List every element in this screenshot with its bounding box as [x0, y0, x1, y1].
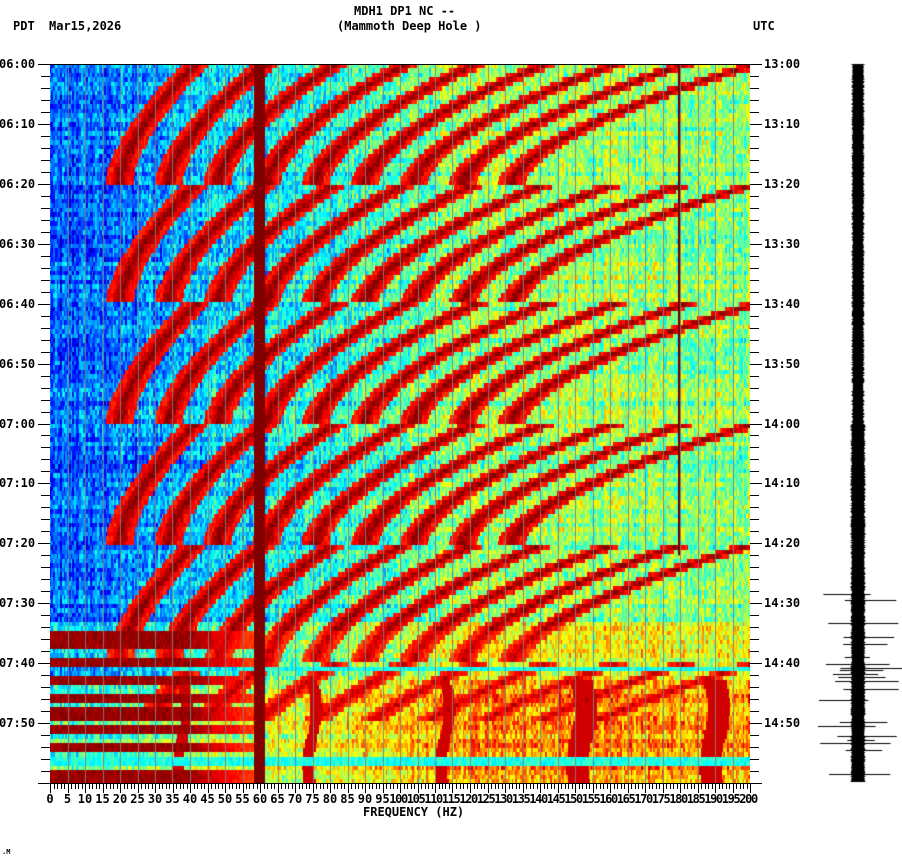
x-tick-label: 200 [739, 792, 758, 806]
x-tick-label: 75 [305, 792, 320, 806]
x-tick-label: 105 [406, 792, 426, 806]
x-tick-label: 5 [63, 792, 72, 806]
left-timezone-label: PDT [13, 19, 35, 33]
station-name: (Mammoth Deep Hole ) [337, 19, 482, 33]
x-tick-label: 70 [287, 792, 303, 806]
x-tick-label: 80 [322, 792, 338, 806]
x-axis-title: FREQUENCY (HZ) [363, 805, 465, 819]
x-tick-label: 10 [77, 792, 93, 806]
x-tick-label: 110 [424, 792, 443, 806]
x-tick-label: 160 [599, 792, 618, 806]
y-tick-label-right: 14:10 [764, 476, 801, 491]
corner-mark: .M [2, 848, 11, 856]
x-tick-label: 95 [375, 792, 390, 806]
x-tick-label: 55 [235, 792, 250, 806]
y-tick-label-right: 14:50 [764, 716, 801, 731]
y-tick-label-left: 07:10 [0, 476, 36, 491]
y-tick-label-left: 06:30 [0, 236, 36, 251]
x-tick-label: 145 [546, 792, 566, 806]
y-tick-label-right: 13:40 [764, 296, 801, 311]
x-tick-label: 65 [270, 792, 285, 806]
y-tick-label-left: 06:00 [0, 57, 36, 71]
x-tick-label: 60 [252, 792, 268, 806]
x-tick-label: 25 [130, 792, 145, 806]
x-tick-label: 190 [704, 792, 723, 806]
x-tick-label: 155 [581, 792, 601, 806]
right-timezone-label: UTC [753, 19, 775, 33]
seismogram-trace [810, 60, 902, 790]
y-tick-label-left: 06:20 [0, 176, 36, 191]
x-tick-label: 170 [634, 792, 653, 806]
y-tick-label-right: 13:10 [764, 116, 801, 131]
x-tick-label: 185 [686, 792, 706, 806]
spectrogram-heatmap [50, 64, 750, 783]
y-tick-label-left: 07:30 [0, 596, 36, 611]
x-tick-label: 175 [651, 792, 671, 806]
y-tick-label-left: 06:40 [0, 296, 36, 311]
y-tick-label-right: 13:50 [764, 356, 801, 371]
date-label: Mar15,2026 [49, 19, 122, 33]
y-tick-label-left: 07:00 [0, 416, 36, 431]
x-tick-label: 40 [182, 792, 198, 806]
y-tick-label-right: 13:30 [764, 236, 801, 251]
x-tick-label: 85 [340, 792, 355, 806]
y-tick-label-right: 14:40 [764, 656, 801, 671]
x-tick-label: 130 [494, 792, 513, 806]
x-tick-label: 50 [217, 792, 233, 806]
x-tick-label: 0 [46, 792, 54, 806]
station-line: MDH1 DP1 NC -- [354, 4, 456, 18]
y-tick-label-left: 06:10 [0, 116, 36, 131]
x-tick-label: 15 [95, 792, 110, 806]
y-tick-label-right: 14:00 [764, 416, 801, 431]
x-tick-label: 140 [529, 792, 548, 806]
y-tick-label-right: 14:20 [764, 536, 801, 551]
x-tick-label: 45 [200, 792, 215, 806]
x-tick-label: 150 [564, 792, 583, 806]
x-tick-label: 20 [112, 792, 128, 806]
x-tick-label: 35 [165, 792, 180, 806]
x-tick-label: 125 [476, 792, 496, 806]
y-tick-label-left: 07:50 [0, 716, 36, 731]
x-tick-label: 30 [147, 792, 163, 806]
x-tick-label: 135 [511, 792, 531, 806]
x-tick-label: 180 [669, 792, 688, 806]
y-tick-label-right: 13:20 [764, 176, 801, 191]
y-tick-label-left: 06:50 [0, 356, 36, 371]
y-tick-label-left: 07:40 [0, 656, 36, 671]
x-tick-label: 120 [459, 792, 478, 806]
x-tick-label: 195 [721, 792, 741, 806]
x-tick-label: 100 [389, 792, 408, 806]
x-tick-label: 165 [616, 792, 636, 806]
y-tick-label-right: 14:30 [764, 596, 801, 611]
x-tick-label: 115 [441, 792, 461, 806]
y-tick-label-left: 07:20 [0, 536, 36, 551]
x-tick-label: 90 [357, 792, 373, 806]
y-tick-label-right: 13:00 [764, 57, 801, 71]
